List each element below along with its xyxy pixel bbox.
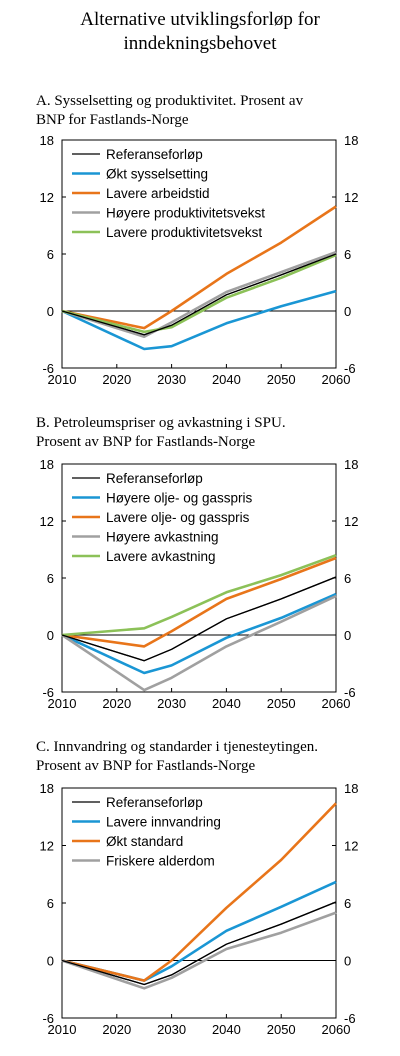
- y-tick-label-right: 0: [344, 628, 351, 643]
- panel-c-chart: -6 -6 0 0 6 6 12 12 18 18 2010 2020 2030 2040 2050 2060…: [40, 781, 359, 1037]
- y-tick-label-right: -6: [344, 685, 356, 700]
- panel-b-title-line1: B. Petroleumspriser og avkastning i SPU.: [36, 415, 286, 431]
- x-tick-label: 2020: [102, 372, 131, 387]
- y-tick-label-left: 18: [40, 457, 54, 472]
- y-tick-label-left: 18: [40, 133, 54, 148]
- legend-label: Referanseforløp: [106, 147, 203, 162]
- y-tick-label-right: 6: [344, 896, 351, 911]
- x-tick-label: 2050: [267, 696, 296, 711]
- x-tick-label: 2040: [212, 696, 241, 711]
- y-tick-label-left: -6: [42, 361, 54, 376]
- x-tick-label: 2020: [102, 1022, 131, 1037]
- series-line-3: [61, 205, 337, 330]
- y-tick-label-right: 0: [344, 954, 351, 969]
- figure-title-line2: inndekningsbehovet: [123, 33, 277, 54]
- series-line-3: [61, 556, 337, 648]
- y-tick-label-left: 12: [40, 514, 54, 529]
- panel-b-title-line2: Prosent av BNP for Fastlands-Norge: [36, 434, 256, 450]
- y-tick-label-right: 18: [344, 133, 358, 148]
- panel-a-chart: -6 -6 0 0 6 6 12 12 18 18 2010 2020 2030 2040 2050 2060…: [40, 133, 359, 387]
- y-tick-label-right: 6: [344, 247, 351, 262]
- y-tick-label-right: 6: [344, 571, 351, 586]
- x-tick-label: 2030: [157, 696, 186, 711]
- y-tick-label-left: 6: [47, 896, 54, 911]
- y-tick-label-right: 18: [344, 457, 358, 472]
- panel-b-chart: -6 -6 0 0 6 6 12 12 18 18 2010 2020 2030 2040 2050 2060…: [40, 457, 359, 711]
- series-line-5: [61, 553, 337, 637]
- legend-label: Referanseforløp: [106, 795, 203, 810]
- series-line-3: [61, 802, 337, 982]
- series-line-2: [61, 880, 337, 982]
- y-tick-label-left: 0: [47, 628, 54, 643]
- y-tick-label-left: 6: [47, 247, 54, 262]
- x-tick-label: 2020: [102, 696, 131, 711]
- y-tick-label-right: -6: [344, 1011, 356, 1026]
- x-tick-label: 2030: [157, 372, 186, 387]
- panel-c-title: C. Innvandring og standarder i tjenestey…: [36, 738, 318, 776]
- panel-a-title: A. Sysselsetting og produktivitet. Prose…: [36, 92, 303, 130]
- x-tick-label: 2010: [48, 1022, 77, 1037]
- series-line-reference-overlay: [61, 253, 337, 336]
- x-tick-label: 2040: [212, 372, 241, 387]
- series-line-4: [61, 594, 337, 692]
- series-line-5: [61, 253, 337, 334]
- legend-label: Lavere produktivitetsvekst: [106, 225, 262, 240]
- legend-label: Høyere olje- og gasspris: [106, 491, 253, 506]
- y-tick-label-left: -6: [42, 1011, 54, 1026]
- x-tick-label: 2010: [48, 696, 77, 711]
- y-tick-label-left: 0: [47, 304, 54, 319]
- figure-title-line1: Alternative utviklingsforløp for: [80, 9, 320, 30]
- series-line-2: [61, 592, 337, 675]
- legend-label: Økt sysselsetting: [106, 167, 208, 182]
- y-tick-label-left: -6: [42, 685, 54, 700]
- panel-a-title-line2: BNP for Fastlands-Norge: [36, 112, 189, 128]
- series-line-2: [61, 289, 337, 351]
- x-tick-label: 2060: [322, 696, 351, 711]
- series-line-reference-overlay: [61, 901, 337, 986]
- legend-label: Høyere avkastning: [106, 530, 219, 545]
- x-tick-label: 2060: [322, 372, 351, 387]
- panel-c-title-line2: Prosent av BNP for Fastlands-Norge: [36, 758, 256, 774]
- legend-label: Lavere arbeidstid: [106, 186, 210, 201]
- legend-label: Høyere produktivitetsvekst: [106, 206, 265, 221]
- x-tick-label: 2060: [322, 1022, 351, 1037]
- series-line-reference-overlay: [61, 576, 337, 662]
- x-tick-label: 2050: [267, 372, 296, 387]
- x-tick-label: 2040: [212, 1022, 241, 1037]
- y-tick-label-left: 12: [40, 839, 54, 854]
- y-tick-label-right: 18: [344, 781, 358, 796]
- x-tick-label: 2050: [267, 1022, 296, 1037]
- x-tick-label: 2010: [48, 372, 77, 387]
- figure-title: Alternative utviklingsforløp for inndekn…: [0, 8, 400, 56]
- panel-c-title-line1: C. Innvandring og standarder i tjenestey…: [36, 739, 319, 755]
- y-tick-label-right: -6: [344, 361, 356, 376]
- y-tick-label-right: 0: [344, 304, 351, 319]
- series-line-4: [61, 911, 337, 990]
- legend-label: Friskere alderdom: [106, 854, 215, 869]
- y-tick-label-left: 0: [47, 954, 54, 969]
- x-tick-label: 2030: [157, 1022, 186, 1037]
- y-tick-label-right: 12: [344, 514, 358, 529]
- panel-a-title-line1: A. Sysselsetting og produktivitet. Prose…: [36, 93, 304, 109]
- panel-b-title: B. Petroleumspriser og avkastning i SPU.…: [36, 414, 286, 452]
- legend-label: Referanseforløp: [106, 471, 203, 486]
- y-tick-label-left: 12: [40, 190, 54, 205]
- y-tick-label-left: 18: [40, 781, 54, 796]
- y-tick-label-right: 12: [344, 839, 358, 854]
- legend-label: Lavere olje- og gasspris: [106, 510, 250, 525]
- y-tick-label-right: 12: [344, 190, 358, 205]
- y-tick-label-left: 6: [47, 571, 54, 586]
- legend-label: Lavere avkastning: [106, 549, 216, 564]
- legend-label: Lavere innvandring: [106, 815, 221, 830]
- series-line-4: [61, 250, 337, 338]
- legend-label: Økt standard: [106, 834, 183, 849]
